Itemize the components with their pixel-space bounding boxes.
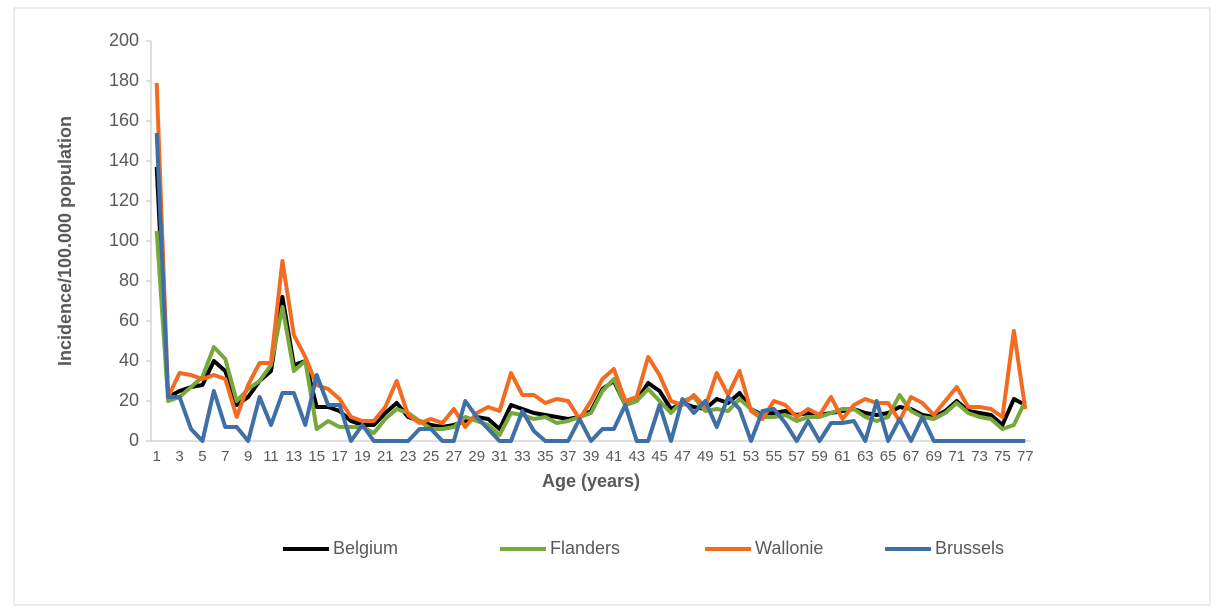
series-line xyxy=(154,132,1026,443)
x-tick-label: 29 xyxy=(468,448,485,465)
y-axis-title: Incidence/100.000 population xyxy=(55,116,75,366)
x-tick-label: 77 xyxy=(1017,448,1034,465)
x-tick-label: 25 xyxy=(423,448,440,465)
x-tick-label: 5 xyxy=(198,448,206,465)
x-tick-label: 43 xyxy=(628,448,645,465)
y-tick-label: 200 xyxy=(109,30,139,50)
x-tick-label: 9 xyxy=(244,448,252,465)
x-tick-label: 41 xyxy=(606,448,623,465)
y-tick-label: 180 xyxy=(109,70,139,90)
x-tick-label: 23 xyxy=(400,448,417,465)
x-tick-label: 51 xyxy=(720,448,737,465)
x-tick-label: 3 xyxy=(175,448,183,465)
x-tick-label: 69 xyxy=(926,448,943,465)
legend-label: Wallonie xyxy=(755,538,823,558)
y-tick-label: 160 xyxy=(109,110,139,130)
x-tick-label: 49 xyxy=(697,448,714,465)
x-tick-label: 27 xyxy=(446,448,463,465)
x-tick-label: 7 xyxy=(221,448,229,465)
x-tick-label: 35 xyxy=(537,448,554,465)
x-tick-label: 59 xyxy=(811,448,828,465)
x-tick-label: 33 xyxy=(514,448,531,465)
x-tick-label: 31 xyxy=(491,448,508,465)
x-tick-label: 1 xyxy=(153,448,161,465)
x-tick-label: 75 xyxy=(994,448,1011,465)
x-tick-label: 47 xyxy=(674,448,691,465)
x-tick-label: 15 xyxy=(308,448,325,465)
x-tick-label: 11 xyxy=(263,448,279,465)
y-tick-label: 100 xyxy=(109,230,139,250)
y-tick-label: 0 xyxy=(129,430,139,450)
y-tick-label: 20 xyxy=(119,390,139,410)
legend-label: Flanders xyxy=(550,538,620,558)
x-tick-label: 53 xyxy=(743,448,760,465)
legend-label: Belgium xyxy=(333,538,398,558)
legend-label: Brussels xyxy=(935,538,1004,558)
y-tick-label: 120 xyxy=(109,190,139,210)
x-axis-title: Age (years) xyxy=(542,471,640,491)
x-tick-label: 73 xyxy=(971,448,988,465)
x-tick-label: 63 xyxy=(857,448,874,465)
y-tick-label: 60 xyxy=(119,310,139,330)
x-tick-label: 17 xyxy=(331,448,348,465)
x-tick-label: 37 xyxy=(560,448,577,465)
x-tick-label: 71 xyxy=(948,448,965,465)
x-tick-label: 57 xyxy=(788,448,805,465)
x-tick-label: 55 xyxy=(766,448,783,465)
y-tick-label: 80 xyxy=(119,270,139,290)
x-tick-label: 21 xyxy=(377,448,394,465)
x-tick-label: 39 xyxy=(583,448,600,465)
x-tick-label: 45 xyxy=(651,448,668,465)
y-tick-label: 140 xyxy=(109,150,139,170)
x-tick-label: 67 xyxy=(903,448,920,465)
x-tick-label: 61 xyxy=(834,448,851,465)
series-line xyxy=(154,82,1028,429)
x-tick-label: 13 xyxy=(286,448,303,465)
chart-frame xyxy=(13,7,1211,606)
y-tick-label: 40 xyxy=(119,350,139,370)
x-tick-label: 19 xyxy=(354,448,371,465)
x-tick-label: 65 xyxy=(880,448,897,465)
